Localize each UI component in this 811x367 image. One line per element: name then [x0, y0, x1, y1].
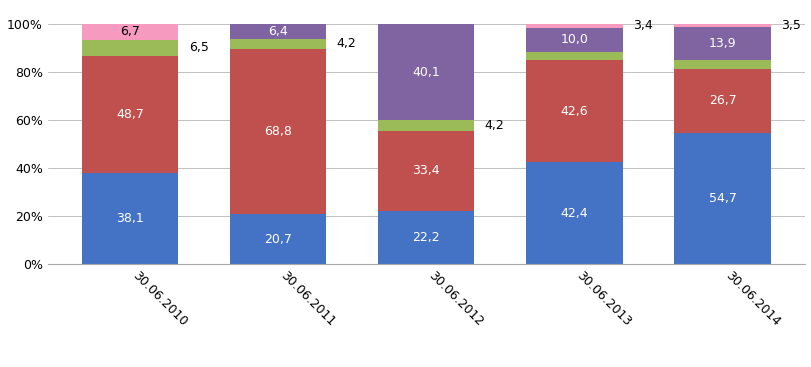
Text: 10,0: 10,0 [560, 33, 588, 46]
Text: 42,6: 42,6 [560, 105, 587, 117]
Bar [526, 60, 622, 162]
Bar [82, 24, 178, 40]
Bar [378, 24, 474, 120]
Text: 4,2: 4,2 [484, 119, 504, 132]
Text: 3,5: 3,5 [780, 19, 800, 32]
Bar [526, 52, 622, 60]
Text: 22,2: 22,2 [412, 231, 440, 244]
Text: 13,9: 13,9 [708, 37, 736, 50]
Bar [82, 40, 178, 55]
Bar [526, 162, 622, 264]
Text: 26,7: 26,7 [708, 94, 736, 107]
Bar [230, 49, 326, 214]
Bar [378, 131, 474, 211]
Text: 54,7: 54,7 [708, 192, 736, 205]
Bar [674, 133, 770, 264]
Text: 20,7: 20,7 [264, 233, 292, 246]
Text: 42,4: 42,4 [560, 207, 587, 220]
Text: 33,4: 33,4 [412, 164, 440, 177]
Bar [674, 69, 770, 133]
Text: 6,7: 6,7 [120, 25, 140, 38]
Bar [230, 23, 326, 39]
Bar [378, 211, 474, 264]
Text: 4,2: 4,2 [337, 37, 356, 51]
Text: 38,1: 38,1 [116, 212, 144, 225]
Bar [378, 120, 474, 131]
Bar [674, 24, 770, 27]
Text: 6,5: 6,5 [188, 41, 208, 54]
Text: 40,1: 40,1 [412, 66, 440, 79]
Text: 48,7: 48,7 [116, 108, 144, 121]
Text: 6,4: 6,4 [268, 25, 288, 38]
Text: 3,4: 3,4 [632, 19, 652, 32]
Bar [230, 214, 326, 264]
Text: 68,8: 68,8 [264, 125, 292, 138]
Bar [82, 55, 178, 172]
Bar [526, 23, 622, 28]
Bar [526, 28, 622, 52]
Bar [674, 60, 770, 69]
Bar [674, 27, 770, 60]
Bar [82, 172, 178, 264]
Bar [230, 39, 326, 49]
